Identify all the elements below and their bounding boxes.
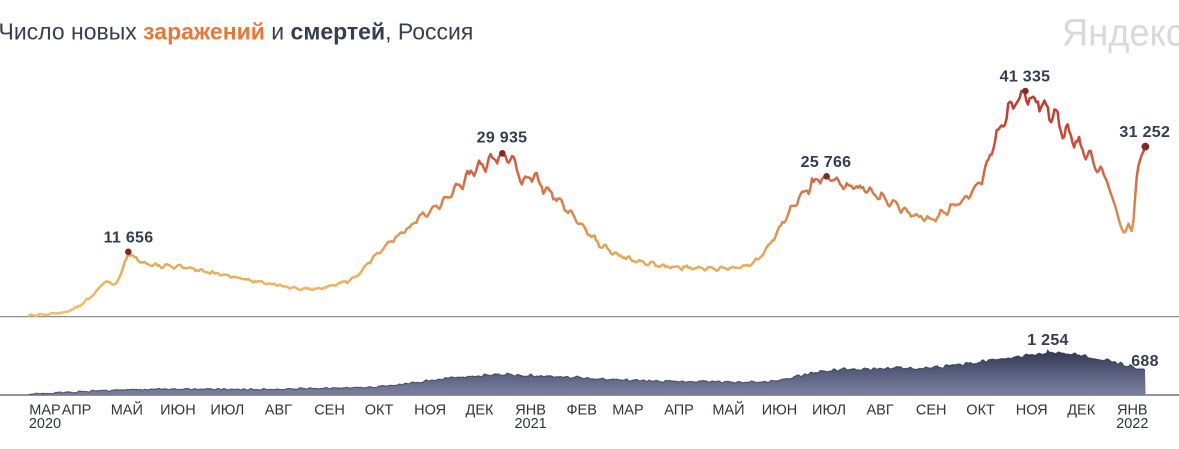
svg-text:МАР: МАР: [29, 403, 60, 419]
svg-text:ИЮЛ: ИЮЛ: [210, 403, 244, 419]
svg-text:ОКТ: ОКТ: [365, 403, 394, 419]
svg-text:2022: 2022: [1116, 416, 1148, 432]
svg-text:1 254: 1 254: [1027, 332, 1069, 349]
svg-text:29 935: 29 935: [477, 130, 528, 147]
svg-text:СЕН: СЕН: [916, 403, 947, 419]
svg-text:СЕН: СЕН: [314, 403, 345, 419]
svg-text:ЯНВ: ЯНВ: [515, 403, 546, 419]
svg-text:МАЙ: МАЙ: [111, 401, 143, 419]
svg-text:41 335: 41 335: [1000, 69, 1051, 86]
svg-text:АПР: АПР: [62, 403, 92, 419]
svg-text:31 252: 31 252: [1119, 124, 1170, 141]
svg-text:Яндекс: Яндекс: [1062, 13, 1179, 55]
svg-text:ОКТ: ОКТ: [966, 403, 995, 419]
svg-text:ЯНВ: ЯНВ: [1117, 403, 1148, 419]
svg-text:ИЮН: ИЮН: [160, 403, 196, 419]
svg-text:Число новых заражений и смерте: Число новых заражений и смертей, Россия: [0, 19, 473, 45]
svg-text:АВГ: АВГ: [866, 403, 893, 419]
svg-text:МАР: МАР: [612, 403, 643, 419]
svg-text:11 656: 11 656: [104, 230, 154, 247]
svg-text:2020: 2020: [29, 416, 61, 432]
svg-text:ДЕК: ДЕК: [466, 403, 494, 419]
svg-text:25 766: 25 766: [801, 154, 852, 171]
svg-text:ФЕВ: ФЕВ: [567, 403, 597, 419]
svg-text:ДЕК: ДЕК: [1067, 403, 1095, 419]
svg-text:МАЙ: МАЙ: [712, 401, 744, 419]
svg-text:ИЮЛ: ИЮЛ: [812, 403, 846, 419]
svg-text:2021: 2021: [514, 416, 546, 432]
svg-text:ИЮН: ИЮН: [762, 403, 798, 419]
svg-text:АПР: АПР: [664, 403, 694, 419]
svg-text:АВГ: АВГ: [265, 403, 292, 419]
svg-text:688: 688: [1131, 353, 1159, 370]
svg-text:НОЯ: НОЯ: [1016, 403, 1048, 419]
svg-text:НОЯ: НОЯ: [414, 403, 446, 419]
